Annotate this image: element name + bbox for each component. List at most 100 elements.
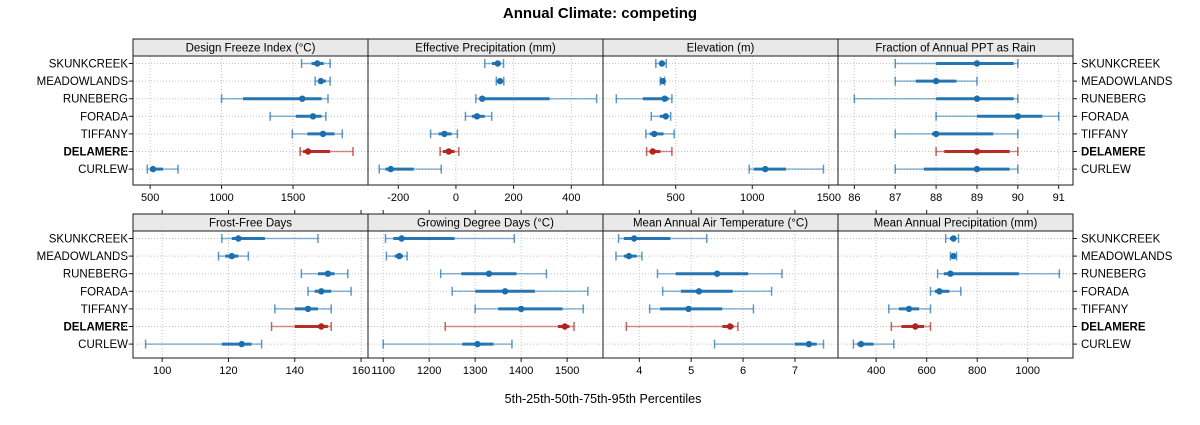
median-dot xyxy=(932,77,940,85)
panel-body xyxy=(838,56,1073,185)
series-skunkcreek xyxy=(617,234,708,243)
median-dot xyxy=(474,340,481,348)
site-label-right-forada: FORADA xyxy=(1081,111,1129,123)
panel-growing-degree-days-c: Growing Degree Days (°C) 1100 1200 1300 1400… xyxy=(367,210,604,377)
panel-strip-label: Effective Precipitation (mm) xyxy=(415,43,556,55)
median-dot xyxy=(661,95,668,102)
median-dot xyxy=(932,130,940,138)
series-tiffany xyxy=(291,129,344,139)
tick-label: 1200 xyxy=(417,365,441,377)
tick-label: 5 xyxy=(688,365,694,377)
median-dot xyxy=(235,235,242,242)
series-forada xyxy=(269,111,327,121)
median-dot xyxy=(318,323,325,330)
tick-label: 1500 xyxy=(555,365,579,377)
series-skunkcreek xyxy=(221,234,319,243)
panel-body xyxy=(133,56,368,185)
median-dot xyxy=(912,323,919,330)
median-dot xyxy=(947,270,954,277)
median-dot xyxy=(561,323,569,330)
site-label-right-runeberg: RUNEBERG xyxy=(1081,94,1146,106)
median-dot xyxy=(485,270,493,277)
median-dot xyxy=(309,113,317,120)
series-tiffany xyxy=(274,304,332,314)
median-dot xyxy=(973,60,981,67)
tick-label: 88 xyxy=(930,192,942,204)
site-label-right-delamere: DELAMERE xyxy=(1081,147,1146,159)
site-label-left-forada: FORADA xyxy=(80,286,128,298)
median-dot xyxy=(695,288,703,295)
series-curlew xyxy=(378,164,442,174)
series-meadowlands xyxy=(894,76,978,86)
series-skunkcreek xyxy=(944,234,960,243)
panel-body xyxy=(603,56,838,185)
tick-label: 600 xyxy=(918,365,936,377)
median-dot xyxy=(762,165,769,173)
series-forada xyxy=(650,111,672,121)
series-meadowlands xyxy=(949,251,958,261)
series-runeberg xyxy=(936,269,1061,279)
series-forada xyxy=(661,286,773,296)
site-label-left-skunkcreek: SKUNKCREEK xyxy=(49,59,129,71)
median-dot xyxy=(238,340,245,348)
site-label-right-curlew: CURLEW xyxy=(1081,164,1131,176)
series-delamere xyxy=(935,147,1019,156)
series-tiffany xyxy=(474,304,584,314)
median-dot xyxy=(685,305,692,313)
panel-strip-label: Frost-Free Days xyxy=(209,218,292,230)
series-runeberg xyxy=(615,94,673,104)
median-dot xyxy=(496,77,504,85)
median-dot xyxy=(950,235,957,242)
panel-body xyxy=(603,231,838,358)
tick-label: 7 xyxy=(792,365,798,377)
site-label-left-runeberg: RUNEBERG xyxy=(63,94,128,106)
series-curlew xyxy=(713,339,825,349)
series-runeberg xyxy=(439,269,548,279)
series-delamere xyxy=(890,322,932,331)
site-label-right-meadowlands: MEADOWLANDS xyxy=(1081,76,1173,88)
series-delamere xyxy=(625,322,739,331)
series-tiffany xyxy=(429,129,459,139)
panel-strip-label: Elevation (m) xyxy=(687,43,755,55)
median-dot xyxy=(651,130,658,138)
tick-label: 1300 xyxy=(463,365,487,377)
median-dot xyxy=(317,77,325,85)
site-label-left-delamere: DELAMERE xyxy=(63,147,128,159)
series-curlew xyxy=(382,339,513,349)
median-dot xyxy=(973,165,981,173)
median-dot xyxy=(398,235,405,242)
median-dot xyxy=(478,95,486,102)
panel-strip-label: Mean Annual Precipitation (mm) xyxy=(874,218,1038,230)
tick-label: 89 xyxy=(971,192,983,204)
series-delamere xyxy=(444,322,575,331)
panel-strip-label: Design Freeze Index (°C) xyxy=(186,43,316,55)
tick-label: 91 xyxy=(1053,192,1065,204)
median-dot xyxy=(473,113,481,120)
series-skunkcreek xyxy=(655,59,667,68)
site-label-right-tiffany: TIFFANY xyxy=(1081,129,1129,141)
series-delamere xyxy=(645,147,673,156)
series-meadowlands xyxy=(659,76,666,86)
figure-title: Annual Climate: competing xyxy=(502,5,698,22)
panel-effective-precipitation-mm: Effective Precipitation (mm) -200 0 200 400 xyxy=(367,38,604,204)
median-dot xyxy=(805,340,813,348)
series-skunkcreek xyxy=(384,234,515,243)
site-label-right-meadowlands: MEADOWLANDS xyxy=(1081,251,1173,263)
row-0-site-labels: SKUNKCREEK SKUNKCREEK MEADOWLANDS MEADOWLAN… xyxy=(37,59,1173,177)
row-1-site-labels: SKUNKCREEK SKUNKCREEK MEADOWLANDS MEADOWLAN… xyxy=(37,234,1173,352)
panel-body xyxy=(368,231,603,358)
median-dot xyxy=(319,130,327,138)
series-forada xyxy=(935,111,1060,121)
panel-design-freeze-index-c: Design Freeze Index (°C) 500 1000 1500 xyxy=(132,38,369,204)
series-meadowlands xyxy=(615,251,643,261)
median-dot xyxy=(973,148,981,155)
tick-label: 90 xyxy=(1012,192,1024,204)
site-label-left-meadowlands: MEADOWLANDS xyxy=(37,76,129,88)
median-dot xyxy=(517,305,525,313)
tick-label: 4 xyxy=(636,365,642,377)
series-curlew xyxy=(146,164,179,174)
site-label-right-forada: FORADA xyxy=(1081,286,1129,298)
series-curlew xyxy=(144,339,263,349)
tick-label: 500 xyxy=(667,192,685,204)
